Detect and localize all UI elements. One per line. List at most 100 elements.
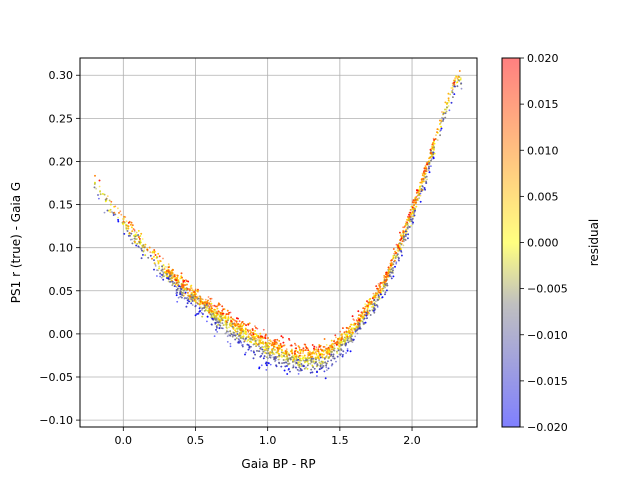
- scatter-point: [428, 167, 430, 170]
- scatter-point: [235, 322, 238, 325]
- scatter-point: [257, 336, 259, 339]
- scatter-point: [182, 292, 185, 294]
- scatter-point: [448, 101, 451, 103]
- scatter-point: [321, 349, 323, 352]
- scatter-point: [159, 259, 161, 262]
- scatter-point: [236, 333, 239, 335]
- scatter-point: [201, 307, 204, 310]
- scatter-point: [171, 271, 174, 274]
- scatter-point: [299, 348, 301, 351]
- scatter-point: [392, 267, 394, 269]
- scatter-point: [430, 159, 432, 162]
- scatter-point: [278, 347, 281, 350]
- scatter-point: [384, 276, 387, 278]
- scatter-point: [94, 174, 96, 177]
- scatter-point: [296, 364, 299, 366]
- scatter-point: [292, 358, 295, 361]
- scatter-point: [327, 360, 329, 363]
- scatter-point: [324, 361, 327, 364]
- scatter-point: [362, 322, 365, 325]
- scatter-point: [212, 312, 215, 315]
- scatter-point: [173, 282, 176, 284]
- scatter-point: [370, 306, 373, 308]
- scatter-point: [378, 296, 380, 298]
- scatter-point: [252, 357, 255, 360]
- scatter-point: [230, 316, 233, 319]
- scatter-point: [180, 275, 183, 278]
- scatter-point: [126, 230, 129, 232]
- scatter-point: [330, 351, 333, 353]
- scatter-point: [144, 254, 147, 257]
- scatter-point: [227, 319, 229, 322]
- scatter-point: [106, 195, 109, 198]
- scatter-point: [366, 311, 369, 314]
- scatter-point: [325, 355, 328, 357]
- scatter-point: [252, 335, 255, 338]
- scatter-point: [190, 287, 193, 290]
- scatter-point: [249, 333, 252, 335]
- scatter-point: [326, 369, 328, 371]
- scatter-point: [130, 232, 133, 235]
- scatter-point: [296, 368, 299, 371]
- scatter-point: [209, 313, 212, 316]
- scatter-point: [318, 352, 320, 354]
- scatter-point: [329, 349, 331, 351]
- scatter-point: [425, 175, 428, 178]
- scatter-point: [351, 335, 353, 337]
- scatter-point: [337, 347, 339, 350]
- scatter-point: [313, 367, 316, 370]
- scatter-point: [271, 351, 274, 354]
- scatter-point: [131, 242, 134, 245]
- scatter-point: [273, 353, 276, 356]
- scatter-point: [197, 290, 199, 293]
- scatter-point: [286, 360, 289, 362]
- scatter-point: [194, 300, 197, 303]
- scatter-point: [455, 75, 458, 78]
- scatter-point: [221, 322, 224, 325]
- scatter-point: [319, 356, 322, 359]
- scatter-point: [418, 187, 421, 190]
- scatter-point: [325, 350, 328, 353]
- scatter-point: [131, 230, 134, 233]
- scatter-point: [130, 221, 133, 224]
- scatter-point: [222, 324, 225, 326]
- scatter-point: [189, 295, 192, 298]
- scatter-point: [436, 131, 438, 134]
- scatter-point: [402, 244, 405, 247]
- scatter-point: [125, 226, 127, 228]
- scatter-point: [153, 259, 155, 261]
- scatter-point: [214, 315, 216, 318]
- scatter-point: [181, 294, 184, 296]
- scatter-point: [97, 194, 99, 196]
- scatter-point: [420, 190, 423, 193]
- scatter-point: [103, 193, 106, 196]
- scatter-point: [234, 324, 237, 327]
- scatter-point: [409, 218, 412, 221]
- scatter-point: [233, 334, 236, 337]
- scatter-point: [204, 298, 207, 301]
- scatter-point: [376, 298, 379, 301]
- scatter-point: [207, 299, 209, 302]
- scatter-point: [309, 362, 312, 365]
- scatter-point: [292, 361, 294, 363]
- scatter-point: [257, 342, 260, 345]
- scatter-point: [317, 354, 320, 357]
- scatter-point: [109, 211, 112, 214]
- scatter-point: [280, 365, 283, 368]
- scatter-point: [420, 181, 423, 184]
- scatter-point: [250, 337, 252, 339]
- scatter-point: [280, 348, 283, 351]
- scatter-point: [228, 334, 231, 336]
- scatter-point: [306, 364, 309, 367]
- scatter-point: [375, 300, 377, 303]
- scatter-point: [171, 284, 174, 287]
- scatter-point: [316, 363, 319, 366]
- scatter-point: [346, 335, 349, 338]
- scatter-point: [361, 320, 364, 323]
- scatter-point: [130, 223, 132, 226]
- scatter-point: [247, 339, 250, 341]
- scatter-point: [264, 345, 266, 348]
- scatter-point: [171, 277, 174, 279]
- scatter-point: [216, 317, 218, 320]
- scatter-point: [405, 233, 407, 236]
